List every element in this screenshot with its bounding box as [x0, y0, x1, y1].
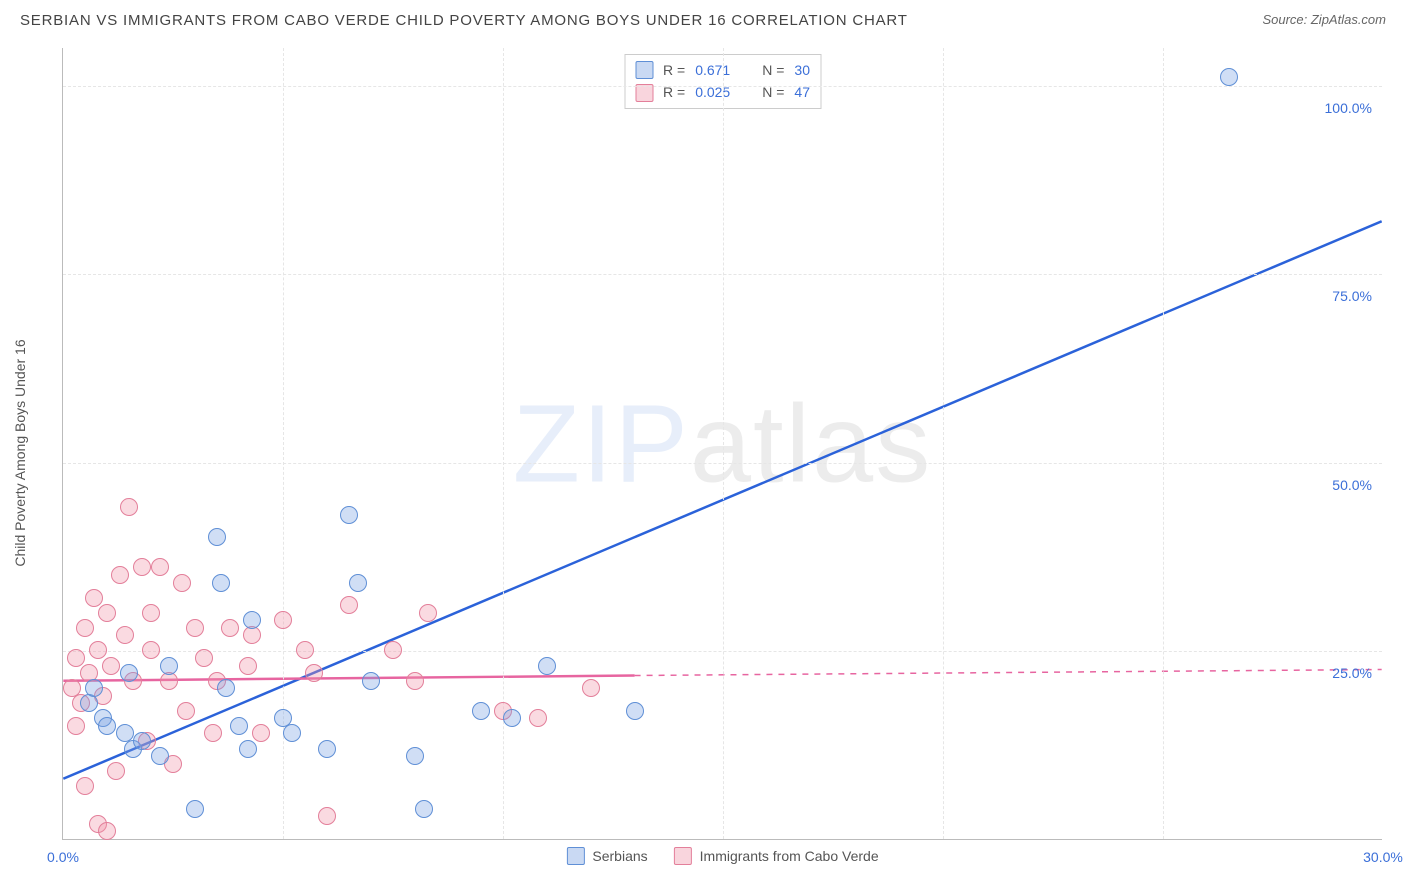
- chart-header: SERBIAN VS IMMIGRANTS FROM CABO VERDE CH…: [0, 0, 1406, 37]
- scatter-point: [208, 528, 226, 546]
- scatter-point: [133, 558, 151, 576]
- scatter-point: [133, 732, 151, 750]
- gridline-v: [943, 48, 944, 839]
- scatter-point: [151, 747, 169, 765]
- gridline-v: [1163, 48, 1164, 839]
- swatch-blue-icon: [566, 847, 584, 865]
- chart-area: Child Poverty Among Boys Under 16 ZIPatl…: [52, 48, 1392, 858]
- legend-item-serbians: Serbians: [566, 847, 647, 865]
- scatter-point: [239, 657, 257, 675]
- scatter-point: [296, 641, 314, 659]
- scatter-point: [142, 604, 160, 622]
- swatch-pink-icon: [674, 847, 692, 865]
- scatter-point: [538, 657, 556, 675]
- scatter-point: [626, 702, 644, 720]
- scatter-point: [116, 626, 134, 644]
- plot-area: ZIPatlas R = 0.671 N = 30 R = 0.025 N = …: [62, 48, 1382, 840]
- legend-item-cabo-verde: Immigrants from Cabo Verde: [674, 847, 879, 865]
- scatter-point: [274, 611, 292, 629]
- scatter-point: [107, 762, 125, 780]
- scatter-point: [230, 717, 248, 735]
- source-credit: Source: ZipAtlas.com: [1262, 12, 1386, 27]
- scatter-point: [98, 604, 116, 622]
- scatter-point: [151, 558, 169, 576]
- scatter-point: [415, 800, 433, 818]
- y-tick-label: 25.0%: [1332, 665, 1372, 681]
- scatter-point: [186, 800, 204, 818]
- scatter-point: [76, 777, 94, 795]
- scatter-point: [1220, 68, 1238, 86]
- scatter-point: [142, 641, 160, 659]
- scatter-point: [76, 619, 94, 637]
- scatter-point: [419, 604, 437, 622]
- scatter-point: [221, 619, 239, 637]
- scatter-point: [406, 747, 424, 765]
- scatter-point: [177, 702, 195, 720]
- scatter-point: [340, 506, 358, 524]
- scatter-point: [582, 679, 600, 697]
- scatter-point: [160, 657, 178, 675]
- scatter-point: [85, 679, 103, 697]
- scatter-point: [472, 702, 490, 720]
- scatter-point: [98, 822, 116, 840]
- scatter-point: [67, 649, 85, 667]
- scatter-point: [529, 709, 547, 727]
- scatter-point: [173, 574, 191, 592]
- scatter-point: [283, 724, 301, 742]
- scatter-point: [111, 566, 129, 584]
- scatter-point: [195, 649, 213, 667]
- scatter-point: [217, 679, 235, 697]
- legend-series: Serbians Immigrants from Cabo Verde: [566, 847, 878, 865]
- scatter-point: [120, 664, 138, 682]
- x-tick-label: 30.0%: [1363, 849, 1403, 865]
- gridline-v: [723, 48, 724, 839]
- swatch-blue-icon: [635, 61, 653, 79]
- scatter-point: [89, 641, 107, 659]
- scatter-point: [406, 672, 424, 690]
- scatter-point: [252, 724, 270, 742]
- scatter-point: [349, 574, 367, 592]
- scatter-point: [318, 740, 336, 758]
- x-tick-label: 0.0%: [47, 849, 79, 865]
- chart-title: SERBIAN VS IMMIGRANTS FROM CABO VERDE CH…: [20, 12, 908, 29]
- scatter-point: [362, 672, 380, 690]
- y-tick-label: 100.0%: [1325, 100, 1372, 116]
- scatter-point: [102, 657, 120, 675]
- scatter-point: [67, 717, 85, 735]
- y-tick-label: 75.0%: [1332, 288, 1372, 304]
- scatter-point: [98, 717, 116, 735]
- scatter-point: [120, 498, 138, 516]
- scatter-point: [239, 740, 257, 758]
- scatter-point: [212, 574, 230, 592]
- scatter-point: [318, 807, 336, 825]
- scatter-point: [384, 641, 402, 659]
- scatter-point: [204, 724, 222, 742]
- scatter-point: [340, 596, 358, 614]
- scatter-point: [85, 589, 103, 607]
- scatter-point: [243, 611, 261, 629]
- scatter-point: [305, 664, 323, 682]
- scatter-point: [503, 709, 521, 727]
- y-axis-label: Child Poverty Among Boys Under 16: [12, 339, 28, 566]
- y-tick-label: 50.0%: [1332, 477, 1372, 493]
- scatter-point: [186, 619, 204, 637]
